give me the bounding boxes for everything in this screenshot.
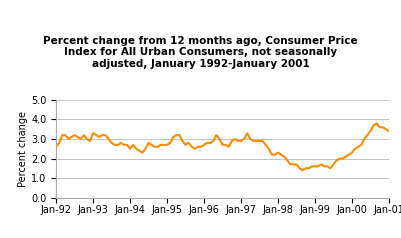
- Y-axis label: Percent change: Percent change: [18, 111, 28, 187]
- Text: Percent change from 12 months ago, Consumer Price
Index for All Urban Consumers,: Percent change from 12 months ago, Consu…: [43, 36, 358, 69]
